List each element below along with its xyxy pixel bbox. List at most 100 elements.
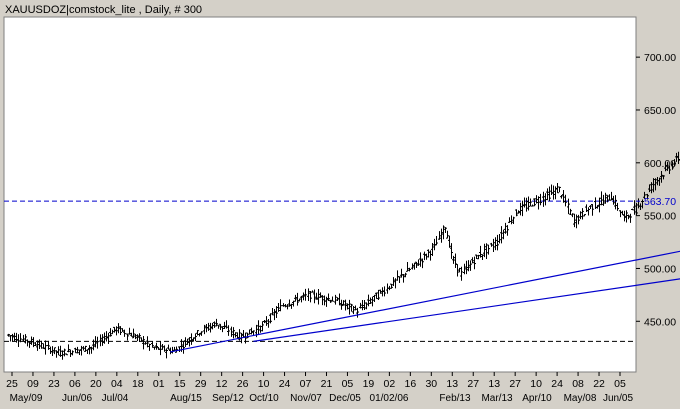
x-month-label: Aug/15	[170, 393, 202, 404]
ohlc-bar	[502, 229, 505, 240]
ohlc-bar	[194, 333, 197, 342]
ohlc-bar	[211, 322, 214, 330]
ohlc-bar	[190, 333, 193, 345]
ohlc-bar	[377, 289, 380, 300]
ohlc-bar	[313, 289, 316, 304]
trend-line	[253, 278, 680, 342]
ohlc-bar	[340, 299, 343, 310]
ohlc-bar	[662, 175, 665, 180]
ohlc-bar	[425, 253, 428, 260]
ohlc-bar	[338, 293, 341, 306]
x-day-label: 05	[342, 378, 354, 390]
ohlc-bar	[153, 346, 156, 350]
ohlc-bar	[664, 162, 667, 172]
ohlc-bar	[132, 328, 135, 339]
ohlc-bar	[440, 228, 443, 243]
ohlc-bar	[544, 193, 547, 206]
ohlc-bar	[126, 333, 129, 341]
ohlc-bar	[44, 340, 47, 355]
ohlc-bar	[277, 303, 280, 312]
ohlc-bar	[648, 184, 651, 193]
y-tick-label: 550.00	[644, 211, 676, 223]
ohlc-bar	[354, 305, 357, 311]
ohlc-bar	[539, 193, 542, 206]
ohlc-bar	[121, 328, 124, 332]
ohlc-bar	[598, 197, 601, 213]
ohlc-bar	[421, 258, 424, 269]
ohlc-bar	[606, 194, 609, 203]
ohlc-bar	[581, 208, 584, 220]
ohlc-bar	[456, 263, 459, 277]
ohlc-bar	[101, 334, 104, 346]
ohlc-bar	[146, 336, 149, 348]
x-month-label: May/09	[10, 393, 43, 404]
x-month-label: Sep/12	[212, 393, 244, 404]
ohlc-bar	[78, 349, 81, 355]
ohlc-bar	[512, 216, 515, 225]
ohlc-bar	[315, 292, 318, 300]
ohlc-bar	[388, 285, 391, 291]
ohlc-bar	[612, 195, 615, 205]
x-day-label: 27	[509, 378, 521, 390]
ohlc-bar	[415, 261, 418, 268]
ohlc-bar	[675, 152, 678, 162]
ohlc-bar	[375, 292, 378, 300]
ohlc-bar	[173, 346, 176, 351]
ohlc-bar	[529, 198, 532, 207]
y-axis: 450.00 500.00 550.00 600.00 650.00 700.00 563.…	[636, 52, 676, 328]
x-month-label: Apr/10	[522, 393, 552, 404]
ohlc-bar	[111, 329, 114, 335]
x-day-label: 04	[111, 378, 123, 390]
ohlc-bar	[259, 325, 262, 333]
ohlc-bar	[560, 194, 563, 199]
ohlc-bar	[151, 341, 154, 348]
ohlc-bar	[646, 193, 649, 200]
ohlc-bar	[444, 227, 447, 234]
ohlc-bar	[569, 208, 572, 215]
ohlc-bar	[554, 186, 557, 200]
ohlc-bar	[261, 321, 264, 332]
ohlc-bar	[217, 324, 220, 329]
ohlc-bar	[379, 289, 382, 294]
ohlc-bar	[365, 302, 368, 310]
ohlc-bar	[65, 353, 68, 356]
ohlc-bar	[107, 332, 110, 345]
x-month-label: May/08	[564, 393, 597, 404]
ohlc-bar	[300, 295, 303, 303]
ohlc-bar	[535, 195, 538, 204]
horizontal-levels	[4, 200, 636, 342]
ohlc-bar	[267, 318, 270, 328]
ohlc-bar	[200, 331, 203, 336]
ohlc-bar	[325, 296, 328, 307]
ohlc-bar	[288, 299, 291, 307]
ohlc-bar	[92, 339, 95, 351]
ohlc-bar	[527, 196, 530, 211]
x-day-label: 25	[6, 378, 18, 390]
ohlc-bar	[469, 260, 472, 271]
ohlc-bar	[629, 213, 632, 223]
ohlc-bar	[465, 260, 468, 275]
ohlc-bar	[614, 195, 617, 210]
ohlc-bar	[88, 345, 91, 355]
ohlc-bar	[155, 342, 158, 350]
ohlc-bar	[175, 346, 178, 353]
ohlc-bar	[454, 253, 457, 268]
ohlc-bar	[331, 296, 334, 302]
ohlc-bar	[136, 334, 139, 342]
ohlc-bar	[373, 294, 376, 302]
ohlc-bar	[34, 342, 37, 347]
ohlc-bar	[467, 260, 470, 272]
ohlc-bar	[290, 303, 293, 309]
ohlc-bar	[294, 294, 297, 302]
ohlc-bar	[359, 302, 362, 309]
ohlc-bar	[302, 292, 305, 301]
ohlc-bar	[142, 336, 145, 350]
ohlc-bar	[94, 336, 97, 348]
ohlc-bar	[329, 299, 332, 303]
ohlc-bar	[639, 203, 642, 211]
ohlc-bar	[350, 303, 353, 312]
x-day-label: 13	[446, 378, 458, 390]
ohlc-bar	[621, 210, 624, 216]
ohlc-bar	[589, 205, 592, 209]
x-month-label: 01/02/06	[370, 393, 409, 404]
